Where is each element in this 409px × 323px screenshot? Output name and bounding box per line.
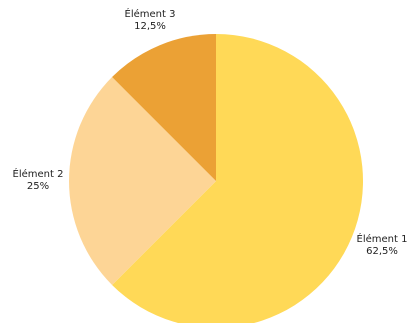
slice-category-2: Élément 2: [13, 167, 64, 180]
pie-slice-1: [112, 34, 363, 323]
slice-label-2: Élément 2 25%: [13, 167, 64, 192]
slice-value-2: 25%: [27, 181, 49, 192]
pie-slice-2: [69, 77, 216, 285]
slice-value-3: 12,5%: [134, 21, 166, 32]
slice-label-3: Élément 3 12,5%: [125, 7, 176, 32]
slice-category-3: Élément 3: [125, 7, 176, 20]
slice-label-1: Élément 1 62,5%: [357, 232, 408, 257]
slice-category-1: Élément 1: [357, 232, 408, 245]
pie-slice-3: [112, 34, 216, 181]
slice-value-1: 62,5%: [366, 246, 398, 257]
